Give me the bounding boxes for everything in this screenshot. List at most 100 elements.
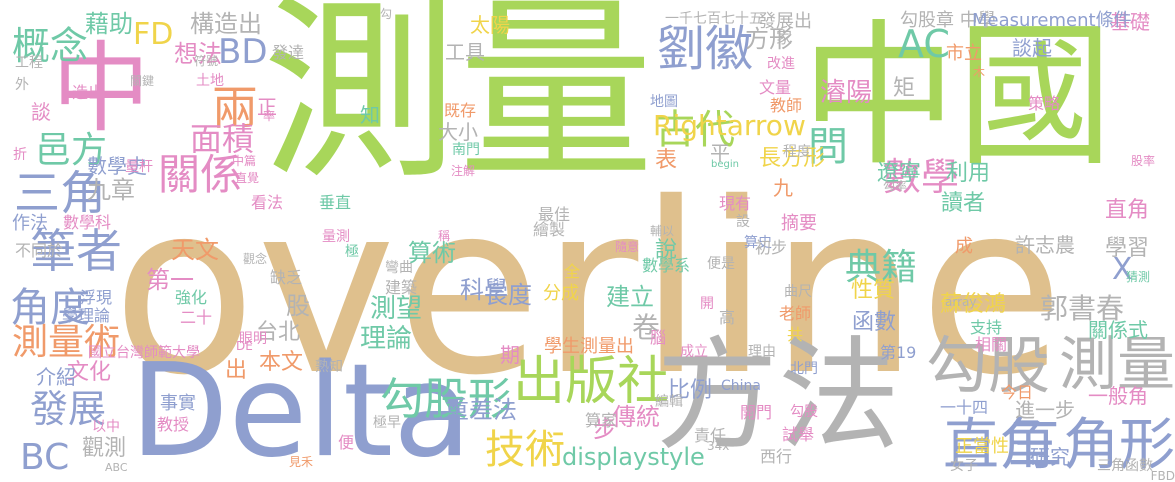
word-word: 工具: [445, 40, 485, 64]
word-word: 中國: [801, 5, 1113, 187]
word-word: 共: [787, 325, 804, 344]
word-word: 開: [700, 296, 714, 312]
word-measurement: Measurement條件: [972, 10, 1132, 31]
word-word: 觀念: [243, 252, 268, 266]
word-word: 直覺: [235, 171, 260, 185]
word-word: 家: [776, 28, 793, 47]
word-word: 不同於: [15, 241, 64, 260]
word-word: 介紹: [36, 365, 76, 389]
word-word: 三角函數: [1097, 458, 1153, 474]
word-word: 垂直: [319, 193, 352, 212]
word-overline: overline: [112, 152, 1065, 427]
word-word: 遼寧: [877, 161, 922, 186]
word-word: 改進: [767, 56, 795, 72]
word-word: 重差法: [445, 396, 517, 424]
word-word: 國立台灣師範大學: [88, 345, 200, 361]
word-word: 問: [808, 124, 848, 170]
word-word: 比例: [668, 378, 713, 403]
word-word: 責任: [694, 426, 727, 445]
word-word: 策略: [1028, 94, 1061, 113]
word-word: 步: [593, 415, 617, 443]
word-word: 觀測: [82, 436, 127, 461]
word-word: 筆者: [30, 224, 122, 278]
word-word: 見禾: [289, 455, 314, 469]
word-word: 腦: [650, 328, 667, 347]
word-word: 矩: [893, 76, 916, 101]
word-word: 一般角: [1088, 384, 1148, 408]
word-word: 太陽: [470, 13, 510, 37]
word-word: 第一: [146, 266, 194, 294]
word-word: 開門: [740, 403, 773, 422]
word-word: 三角: [14, 166, 106, 220]
word-displaystyle: displaystyle: [562, 443, 705, 471]
word-word: 市立: [946, 43, 982, 64]
word-word: 猜測: [1126, 270, 1151, 284]
word-word: 造出: [72, 83, 105, 102]
word-word: 既存: [444, 101, 477, 120]
word-word: 勾: [380, 7, 393, 21]
word-delta: Delta: [130, 337, 472, 482]
word-word: 勾率: [883, 179, 908, 193]
word-word: 算家: [585, 411, 618, 430]
word-word: 濬陽: [820, 78, 873, 108]
word-word: 研究: [1030, 445, 1070, 469]
word-word: 中篇: [232, 154, 257, 168]
word-word: 談起: [1012, 36, 1052, 60]
word-de: DE: [236, 339, 253, 353]
word-19: 第19: [880, 343, 917, 362]
word-word: 數學科: [63, 213, 112, 232]
word-word: 南門: [452, 142, 480, 158]
word-word: 科學: [460, 276, 508, 304]
word-word: 木: [973, 65, 986, 79]
word-word: 中: [52, 32, 151, 146]
word-word: 女子: [950, 458, 978, 474]
word-word: 便: [338, 433, 355, 452]
word-word: 發達: [272, 43, 305, 62]
word-word: 老師: [779, 304, 812, 323]
word-word: 方法: [656, 325, 900, 467]
word-34x: 34x: [707, 439, 730, 453]
word-word: 基礎: [1110, 10, 1150, 34]
word-word: 許志農: [1015, 233, 1075, 257]
word-word: 長度: [484, 281, 532, 309]
word-word: 西行: [760, 447, 793, 466]
word-word: 文化: [67, 360, 112, 385]
word-word: 角度: [10, 285, 90, 331]
word-word: 長方形: [759, 146, 826, 171]
word-word: 二十: [180, 308, 213, 327]
word-word: 大小: [438, 120, 478, 144]
word-word: 初步: [755, 238, 788, 257]
word-word: 本文: [259, 350, 304, 375]
word-word: 概念: [12, 24, 89, 68]
word-word: 關係式: [1088, 318, 1148, 342]
word-word: 隨意: [615, 240, 640, 254]
word-word: 構造出: [190, 10, 262, 38]
word-word: 九: [773, 176, 793, 200]
word-x: X: [1112, 252, 1133, 287]
word-word: 卷: [632, 311, 661, 344]
word-word: 看法: [251, 193, 284, 212]
word-word: 劉徽: [657, 21, 754, 77]
word-word: 天文: [171, 236, 219, 264]
word-word: 數學史: [87, 154, 147, 178]
word-word: 股率: [1131, 154, 1156, 168]
word-word: 試舉: [782, 425, 815, 444]
word-word: 算史: [744, 235, 772, 251]
word-word: 數學系: [642, 256, 691, 275]
word-word: 台北: [256, 320, 301, 345]
word-word: 注解: [451, 164, 476, 178]
word-bc: BC: [20, 437, 70, 478]
word-word: 北門: [790, 361, 818, 377]
word-word: 測望: [370, 294, 423, 324]
word-word: 以中: [92, 419, 120, 435]
word-word: 缺乏: [270, 268, 303, 287]
word-word: 今日: [1001, 383, 1034, 402]
word-word: 教師: [770, 96, 803, 115]
word-word: 發展出: [758, 11, 812, 32]
word-word: 發展: [30, 387, 107, 431]
word-word: 符號: [194, 54, 219, 68]
word-word: 彎曲: [385, 260, 413, 276]
word-word: 理由: [748, 344, 776, 360]
word-word: 曲尺: [784, 284, 812, 300]
word-word: 量杆: [125, 159, 153, 175]
